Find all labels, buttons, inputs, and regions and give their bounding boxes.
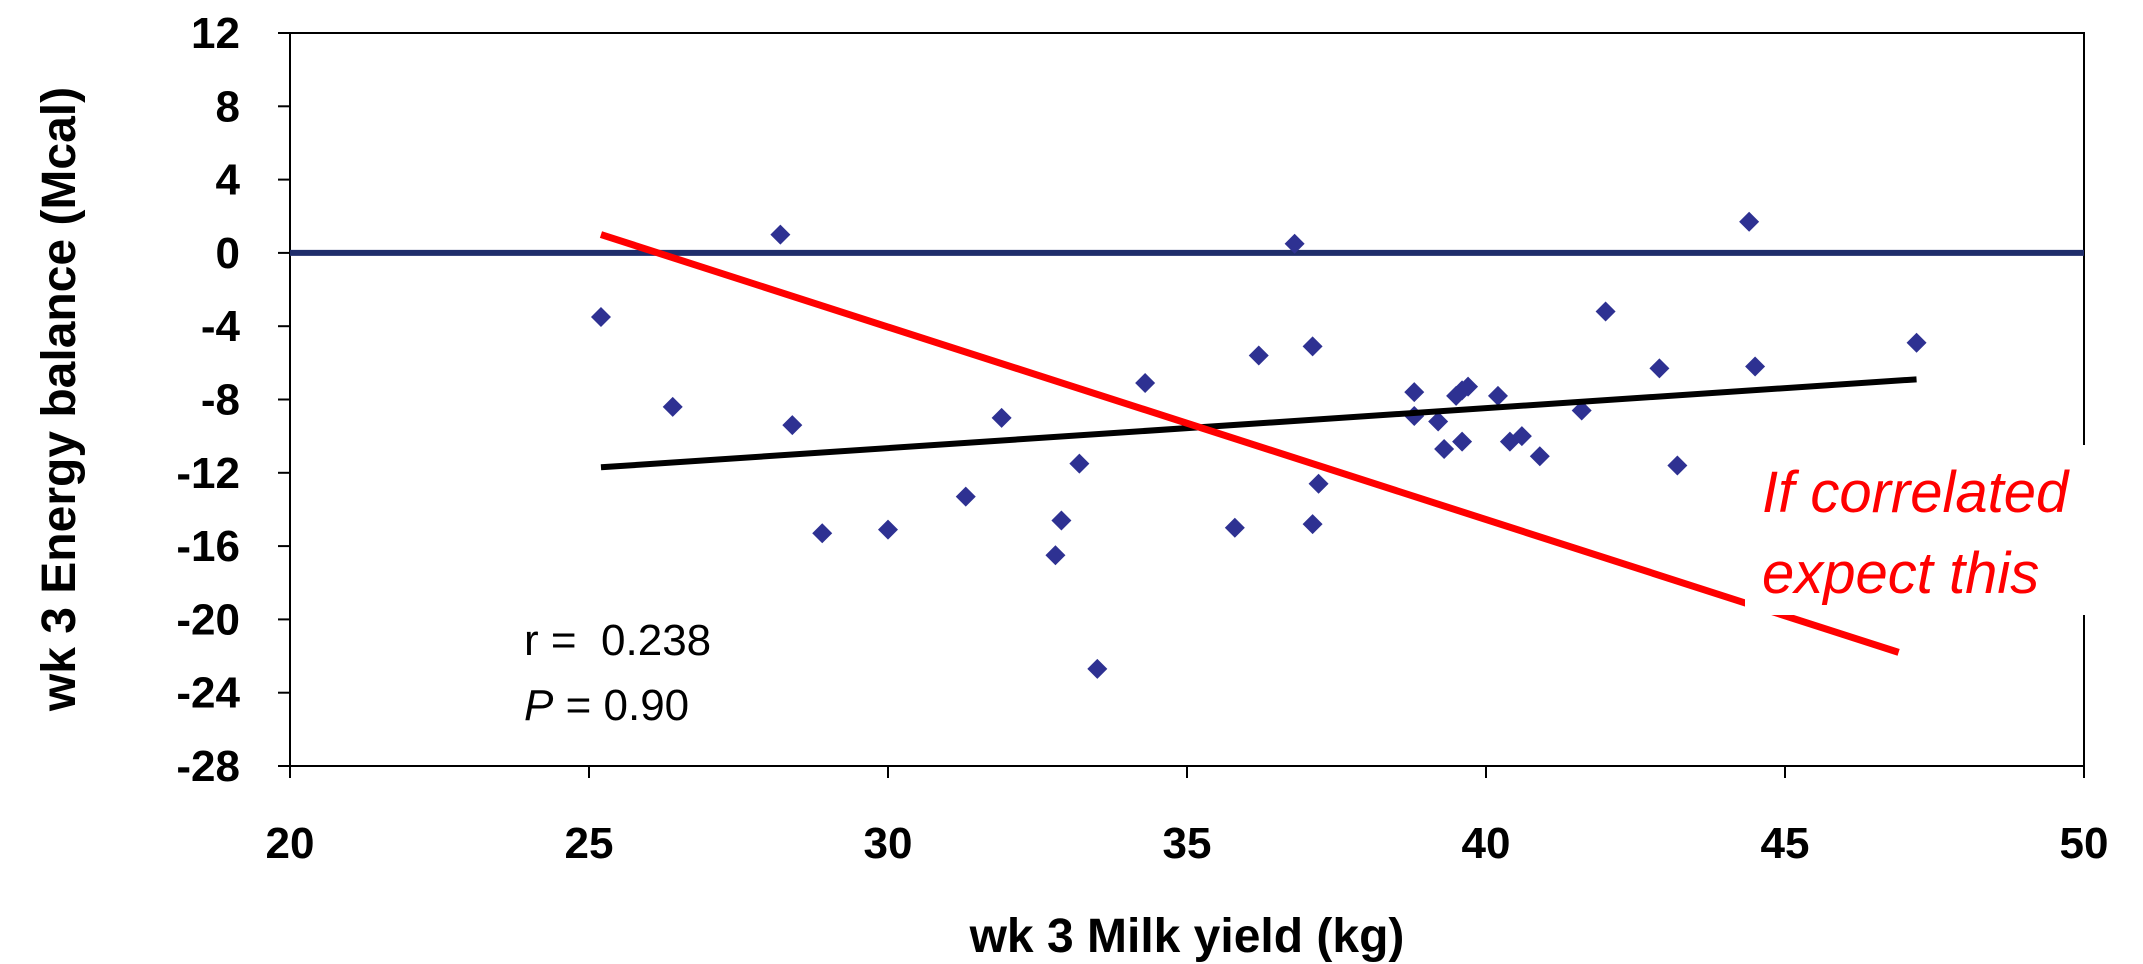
data-points <box>590 211 1927 679</box>
x-tick-label: 35 <box>1163 819 1212 868</box>
data-point <box>955 486 976 507</box>
data-point <box>770 224 791 245</box>
data-point <box>782 415 803 436</box>
data-point <box>1745 356 1766 377</box>
y-tick-label: -8 <box>201 376 240 425</box>
data-point <box>1649 358 1670 379</box>
data-point <box>1529 446 1550 467</box>
annotation-line-2: expect this <box>1762 541 2039 606</box>
data-point <box>812 523 833 544</box>
y-tick-label: -16 <box>176 522 240 571</box>
y-axis-title: wk 3 Energy balance (Mcal) <box>33 87 86 712</box>
y-tick-label: 4 <box>216 156 241 205</box>
y-tick-label: 8 <box>216 82 240 131</box>
data-point <box>1428 411 1449 432</box>
data-point <box>1224 517 1245 538</box>
y-tick-label: -24 <box>176 669 240 718</box>
data-point <box>1906 332 1927 353</box>
data-point <box>1739 211 1760 232</box>
data-point <box>991 407 1012 428</box>
x-tick-label: 20 <box>266 819 315 868</box>
data-point <box>1045 545 1066 566</box>
x-tick-label: 40 <box>1462 819 1511 868</box>
y-tick-label: 0 <box>216 229 240 278</box>
data-point <box>1595 301 1616 322</box>
data-point <box>878 519 898 540</box>
data-point <box>1487 385 1508 406</box>
regression-fit-line <box>600 376 1917 471</box>
y-axis-ticks: 12 8 4 0 -4 -8 -12 -16 -20 -24 -28 <box>176 9 290 791</box>
y-tick-label: -28 <box>176 742 240 791</box>
data-point <box>1667 455 1688 476</box>
data-point <box>662 396 683 417</box>
data-point <box>1069 453 1090 474</box>
x-axis-title: wk 3 Milk yield (kg) <box>969 910 1405 963</box>
data-point <box>1302 514 1323 535</box>
x-tick-label: 30 <box>864 819 913 868</box>
data-point <box>1302 336 1323 357</box>
p-value-label: P = 0.90 <box>524 681 689 730</box>
data-point <box>1434 438 1455 459</box>
y-tick-label: -4 <box>201 302 241 351</box>
data-point <box>1511 426 1532 447</box>
data-point <box>590 307 611 328</box>
p-symbol: P <box>524 681 554 730</box>
x-tick-label: 25 <box>565 819 614 868</box>
data-point <box>1051 510 1072 531</box>
x-axis-ticks: 20 25 30 35 40 45 50 <box>266 766 2109 868</box>
data-point <box>1308 473 1329 494</box>
data-point <box>1452 431 1473 452</box>
expected-correlation-line <box>599 231 1900 656</box>
p-value: = 0.90 <box>553 681 689 730</box>
data-point <box>1458 376 1479 397</box>
annotation-line-1: If correlated <box>1762 460 2070 525</box>
data-point <box>1284 233 1305 254</box>
data-point <box>1571 400 1592 421</box>
annotation-background <box>1745 445 2115 615</box>
y-tick-label: -20 <box>176 595 240 644</box>
data-point <box>1404 382 1425 403</box>
data-point <box>1135 373 1156 394</box>
x-tick-label: 50 <box>2060 819 2109 868</box>
x-tick-label: 45 <box>1761 819 1810 868</box>
y-tick-label: -12 <box>176 449 240 498</box>
data-point <box>1248 345 1269 366</box>
r-value-label: r = 0.238 <box>524 616 711 665</box>
data-point <box>1087 658 1108 679</box>
y-tick-label: 12 <box>191 9 240 58</box>
